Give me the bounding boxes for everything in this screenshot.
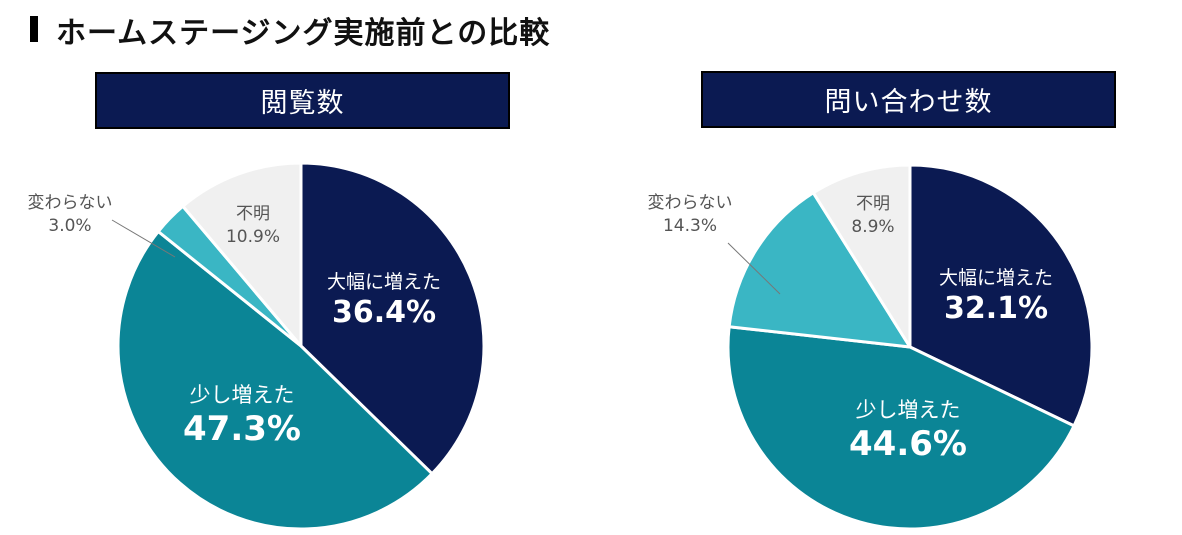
pie-slice-inquiries-no-change [727,191,912,349]
pie-slice-views-large-increase [299,161,486,476]
page-title: ホームステージング実施前との比較 [56,16,551,51]
category-label-views-large-increase: 大幅に増えた [327,271,441,293]
value-label-inquiries-large-increase: 32.1% [944,291,1048,326]
category-label-inquiries-unknown: 不明 [856,194,890,214]
leader-line-views-no-change [111,219,176,258]
value-label-inquiries-no-change: 14.3% [663,216,717,236]
category-label-views-small-increase: 少し増えた [190,383,295,407]
category-label-inquiries-no-change: 変わらない [648,193,733,213]
leader-line-inquiries-no-change [727,242,781,295]
chart-title-inquiries: 問い合わせ数 [824,87,993,118]
pie-slice-views-small-increase [116,230,434,531]
title-accent-bar [30,16,38,42]
chart-header-inquiries: 問い合わせ数 [701,71,1116,128]
category-label-inquiries-large-increase: 大幅に増えた [939,267,1053,289]
value-label-views-small-increase: 47.3% [183,409,301,449]
pie-slice-inquiries-small-increase [726,325,1076,531]
value-label-inquiries-small-increase: 44.6% [849,424,967,464]
value-label-views-unknown: 10.9% [226,227,280,247]
pie-slice-inquiries-unknown [811,163,912,349]
pie-slice-views-unknown [181,161,303,348]
category-label-views-no-change: 変わらない [28,193,113,213]
pie-slice-inquiries-large-increase [908,163,1094,428]
category-label-views-unknown: 不明 [236,204,270,224]
chart-header-views: 閲覧数 [95,72,510,129]
category-label-inquiries-small-increase: 少し増えた [856,398,961,422]
value-label-views-no-change: 3.0% [48,216,91,236]
value-label-views-large-increase: 36.4% [332,295,436,330]
chart-title-views: 閲覧数 [260,88,345,119]
value-label-inquiries-unknown: 8.9% [851,217,894,237]
